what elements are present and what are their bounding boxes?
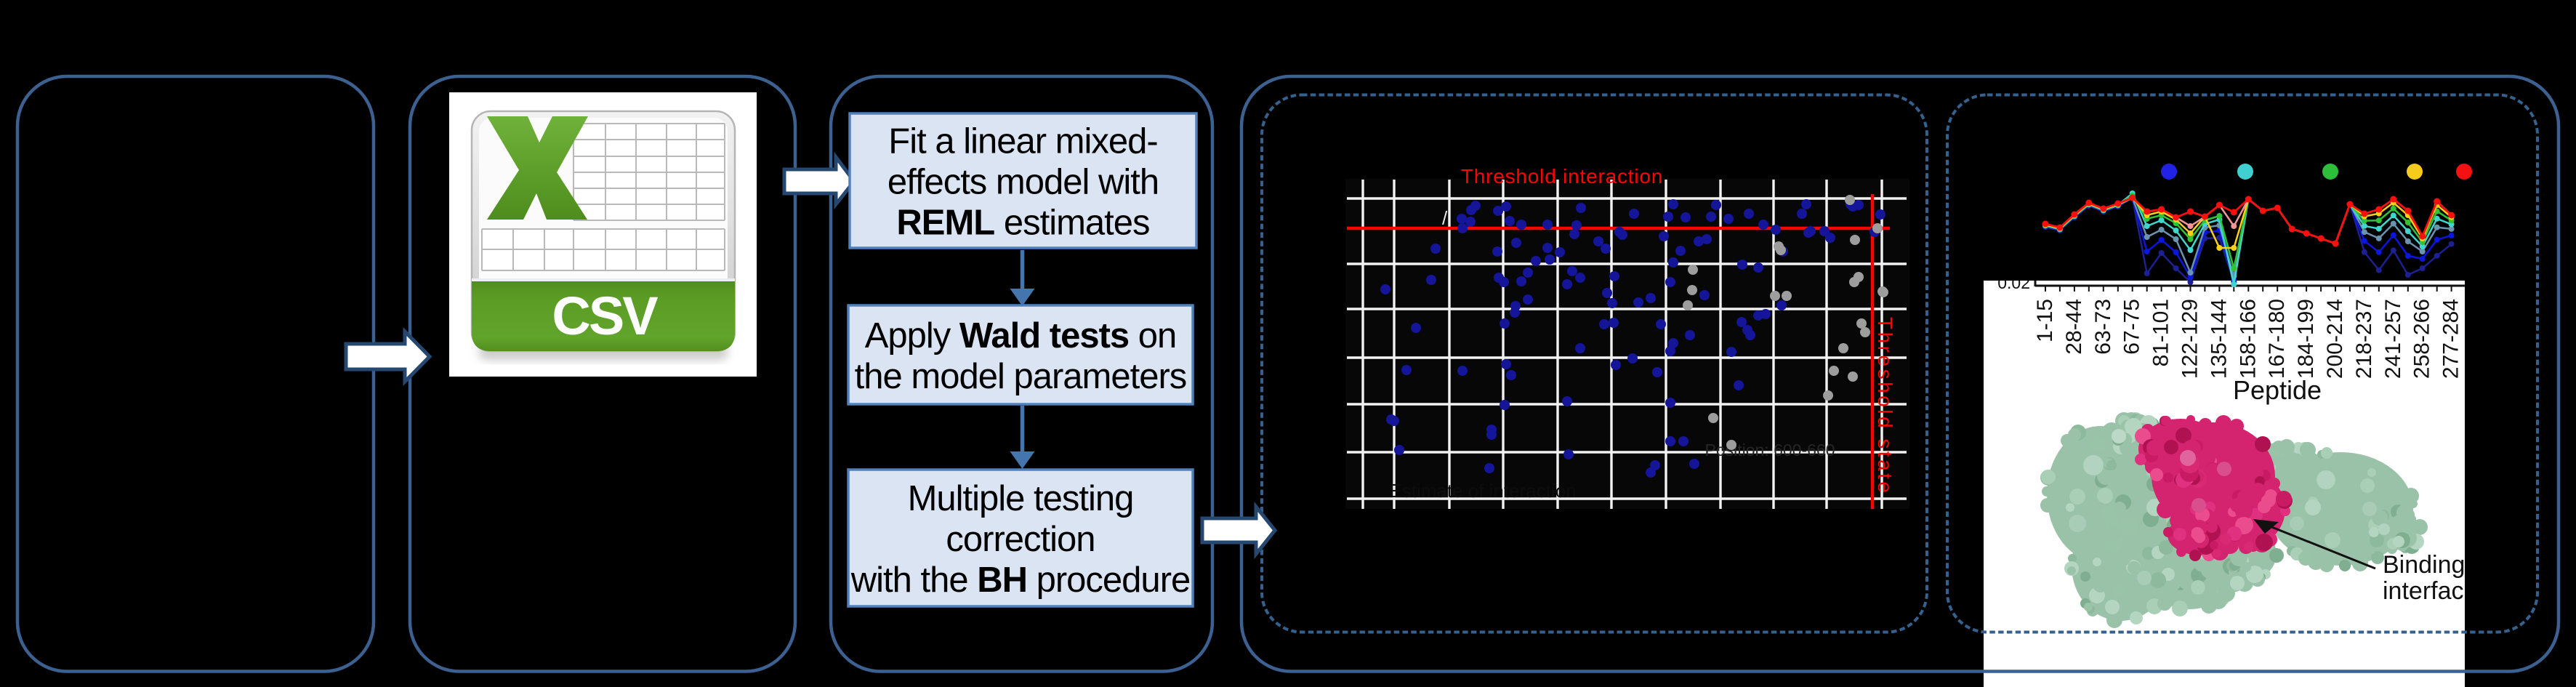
- svg-text:135-144: 135-144: [2207, 299, 2231, 379]
- svg-text:28-44: 28-44: [2062, 299, 2086, 355]
- svg-text:Peptide: Peptide: [2233, 375, 2322, 405]
- svg-text:effects model with: effects model with: [887, 163, 1159, 202]
- svg-text:158-166: 158-166: [2236, 299, 2260, 379]
- svg-text:correction: correction: [946, 520, 1095, 559]
- svg-text:Binding: Binding: [2383, 551, 2465, 579]
- svg-text:the model parameters: the model parameters: [855, 357, 1187, 396]
- svg-text:122-129: 122-129: [2178, 299, 2202, 379]
- svg-text:REML estimates: REML estimates: [896, 204, 1149, 243]
- svg-text:67-75: 67-75: [2120, 299, 2144, 355]
- svg-text:258-266: 258-266: [2410, 299, 2434, 379]
- svg-text:Multiple testing: Multiple testing: [908, 479, 1134, 518]
- svg-text:Threshold interaction: Threshold interaction: [1461, 165, 1663, 188]
- svg-text:/: /: [1442, 207, 1448, 229]
- svg-text:Apply Wald tests on: Apply Wald tests on: [865, 316, 1177, 355]
- svg-text:Fit a linear mixed-: Fit a linear mixed-: [888, 122, 1157, 161]
- svg-text:277-284: 277-284: [2439, 299, 2463, 379]
- svg-text:Threshold state: Threshold state: [1874, 317, 1896, 496]
- svg-text:with the BH procedure: with the BH procedure: [850, 561, 1191, 600]
- svg-text:1-15: 1-15: [2033, 299, 2057, 342]
- svg-text:184-199: 184-199: [2294, 299, 2318, 379]
- svg-text:241-257: 241-257: [2381, 299, 2405, 379]
- svg-text:CSV: CSV: [552, 286, 658, 346]
- svg-text:81-101: 81-101: [2149, 299, 2173, 366]
- svg-text:200-214: 200-214: [2323, 299, 2347, 379]
- svg-text:218-237: 218-237: [2352, 299, 2376, 379]
- svg-text:Estimate of interaction: Estimate of interaction: [1389, 480, 1576, 502]
- svg-text:167-180: 167-180: [2265, 299, 2289, 379]
- svg-text:0.02: 0.02: [1997, 273, 2030, 292]
- svg-text:Position: 600-660: Position: 600-660: [1704, 441, 1835, 459]
- svg-text:63-73: 63-73: [2091, 299, 2115, 355]
- svg-text:interface: interface: [2383, 577, 2477, 605]
